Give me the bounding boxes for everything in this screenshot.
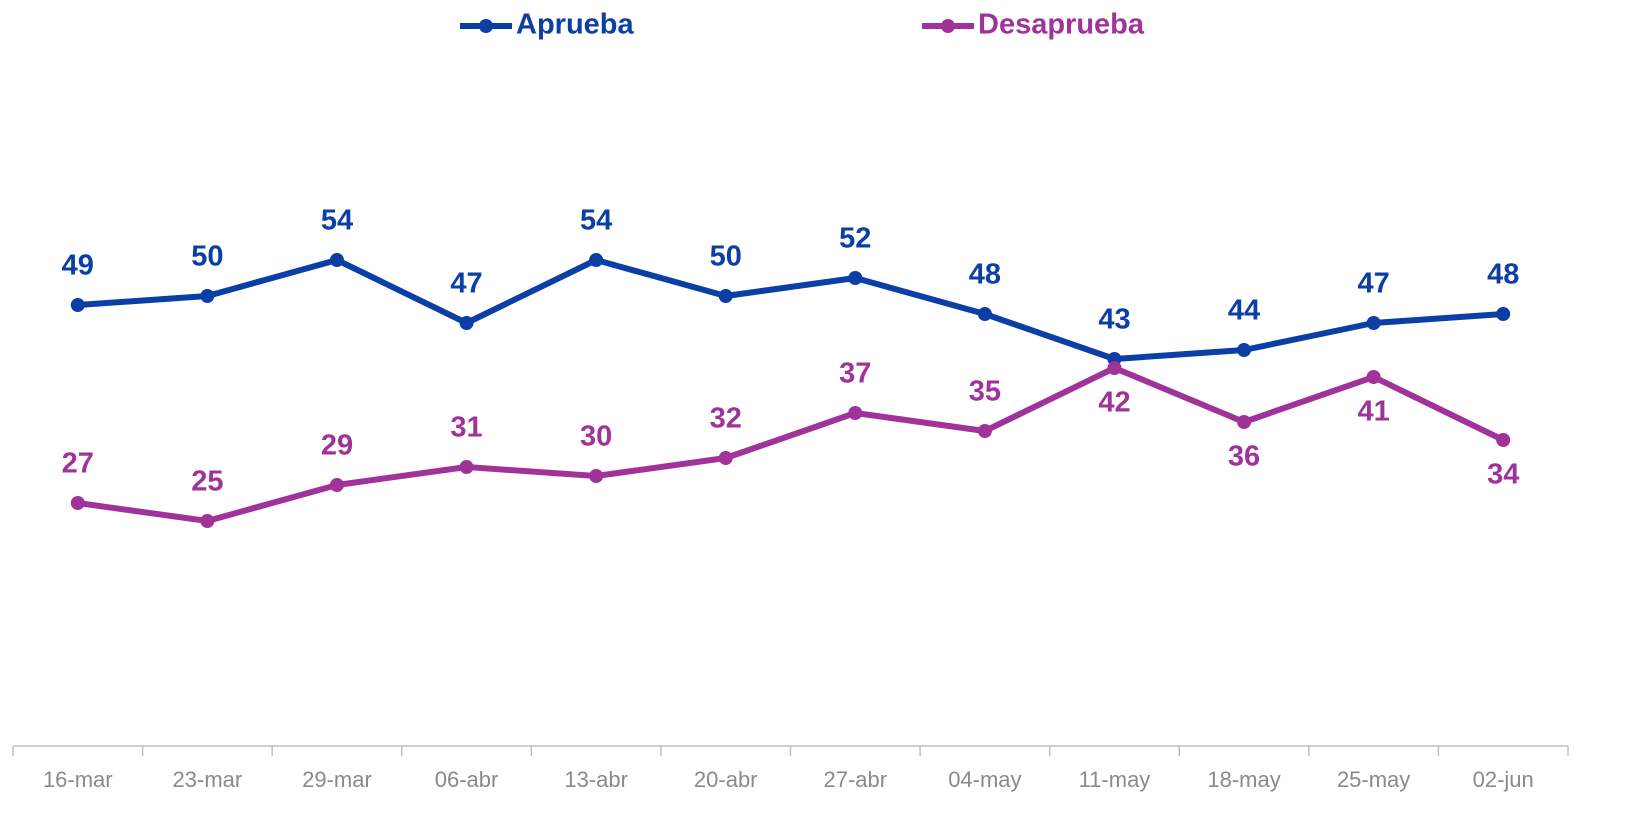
data-label: 34	[1487, 459, 1519, 491]
data-label: 32	[710, 403, 742, 435]
data-point	[977, 307, 992, 321]
data-point	[200, 514, 215, 528]
x-tick-label: 16-mar	[43, 767, 113, 792]
data-point	[1237, 415, 1252, 429]
data-point	[718, 451, 733, 465]
data-label: 50	[191, 241, 223, 273]
x-tick-label: 04-may	[948, 767, 1021, 792]
data-point	[329, 478, 344, 492]
data-point	[459, 316, 474, 330]
x-tick-label: 20-abr	[694, 767, 758, 792]
x-tick-label: 11-may	[1079, 767, 1151, 792]
x-tick-label: 25-may	[1337, 767, 1410, 792]
legend-marker	[941, 19, 955, 33]
x-tick-label: 27-abr	[823, 767, 887, 792]
data-label: 30	[580, 421, 612, 453]
x-tick-label: 13-abr	[564, 767, 628, 792]
data-point	[1496, 433, 1511, 447]
legend-label: Aprueba	[516, 9, 635, 41]
x-tick-label: 06-abr	[435, 767, 499, 792]
data-label: 42	[1098, 387, 1130, 419]
data-label: 35	[969, 376, 1001, 408]
data-point	[1366, 316, 1381, 330]
x-tick-label: 29-mar	[302, 767, 372, 792]
data-point	[977, 424, 992, 438]
series-line	[77, 257, 1504, 362]
data-label: 36	[1228, 441, 1260, 473]
data-point	[200, 289, 215, 303]
data-label: 54	[580, 205, 612, 237]
data-point	[70, 298, 85, 312]
data-point	[1237, 343, 1252, 357]
data-label: 47	[1357, 268, 1389, 300]
data-label: 49	[62, 250, 94, 282]
data-label: 47	[450, 268, 482, 300]
data-point	[1496, 307, 1511, 321]
data-point	[329, 253, 344, 267]
data-point	[589, 469, 604, 483]
data-point	[589, 253, 604, 267]
legend-marker	[479, 19, 493, 33]
data-point	[848, 406, 863, 420]
data-label: 37	[839, 358, 871, 390]
data-label: 50	[710, 241, 742, 273]
data-label: 27	[62, 448, 94, 480]
data-point	[848, 271, 863, 285]
x-tick-label: 18-may	[1207, 767, 1280, 792]
data-label: 29	[321, 430, 353, 462]
data-point	[70, 496, 85, 510]
series-line	[77, 365, 1505, 524]
x-tick-label: 02-jun	[1473, 767, 1534, 792]
data-point	[459, 460, 474, 474]
data-label: 44	[1228, 295, 1260, 327]
data-label: 52	[839, 223, 871, 255]
data-label: 41	[1357, 396, 1389, 428]
data-label: 54	[321, 205, 353, 237]
data-point	[1366, 370, 1381, 384]
data-point	[1107, 361, 1122, 375]
x-tick-label: 23-mar	[173, 767, 243, 792]
data-label: 31	[450, 412, 482, 444]
data-point	[718, 289, 733, 303]
legend-label: Desaprueba	[978, 9, 1145, 41]
data-label: 43	[1098, 304, 1130, 336]
data-label: 25	[191, 466, 223, 498]
data-label: 48	[1487, 259, 1519, 291]
data-label: 48	[969, 259, 1001, 291]
